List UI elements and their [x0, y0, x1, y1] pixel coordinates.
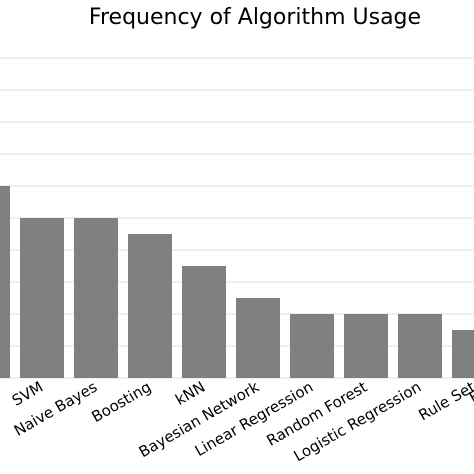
bar [128, 234, 172, 378]
bar [236, 298, 280, 378]
x-tick-label: kNN [172, 378, 208, 409]
bar [20, 218, 64, 378]
bar [182, 266, 226, 378]
bar [290, 314, 334, 378]
bar [398, 314, 442, 378]
bar [452, 330, 474, 378]
x-tick-label: Rule Set [416, 378, 474, 425]
x-tick-label: Ens [466, 378, 474, 407]
x-tick-label: SVM [9, 378, 46, 410]
bar [74, 218, 118, 378]
bar [0, 186, 10, 378]
bar [344, 314, 388, 378]
x-tick-label: Boosting [88, 378, 154, 426]
chart-title: Frequency of Algorithm Usage [89, 5, 421, 30]
